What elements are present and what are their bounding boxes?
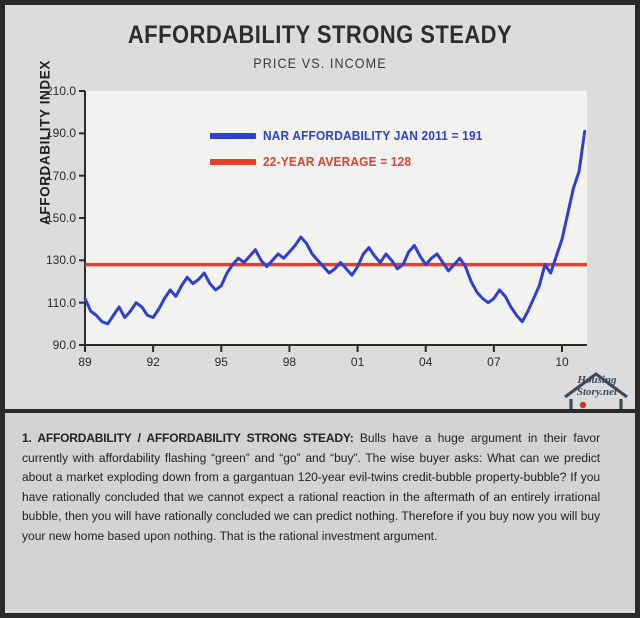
caption-body: Bulls have a huge argument in their favo… xyxy=(22,431,601,543)
affordability-line-chart xyxy=(79,90,587,352)
x-tick-label: 04 xyxy=(419,355,433,369)
x-tick-label: 89 xyxy=(78,355,92,369)
legend-item-series: NAR AFFORDABILITY JAN 2011 = 191 xyxy=(210,129,494,143)
legend-label-series: NAR AFFORDABILITY JAN 2011 = 191 xyxy=(263,129,483,143)
legend-label-average: 22-YEAR AVERAGE = 128 xyxy=(263,155,412,169)
plot-background xyxy=(85,91,587,345)
house-icon xyxy=(564,372,628,409)
caption-lead: 1. AFFORDABILITY / AFFORDABILITY STRONG … xyxy=(22,431,354,445)
chart-panel: AFFORDABILITY STRONG STEADY PRICE VS. IN… xyxy=(5,5,635,413)
caption-panel: 1. AFFORDABILITY / AFFORDABILITY STRONG … xyxy=(5,413,635,609)
affordability-series-line xyxy=(83,129,587,326)
legend-item-average: 22-YEAR AVERAGE = 128 xyxy=(210,155,419,169)
y-tick-label: 110.0 xyxy=(46,295,76,310)
logo-line-1: Housing xyxy=(577,374,617,386)
housingstory-logo[interactable]: Housing Story.net xyxy=(557,367,635,409)
legend-swatch-series xyxy=(210,133,256,139)
y-tick-label: 190.0 xyxy=(45,126,76,141)
chart-subtitle: PRICE VS. INCOME xyxy=(253,55,387,71)
x-tick-label: 01 xyxy=(350,355,365,369)
x-tick-label: 95 xyxy=(214,355,228,369)
caption-text: 1. AFFORDABILITY / AFFORDABILITY STRONG … xyxy=(22,429,600,547)
y-tick-label: 130.0 xyxy=(45,253,76,268)
x-tick-label: 10 xyxy=(555,355,569,369)
y-tick-label: 210.0 xyxy=(45,84,76,98)
y-tick-label: 150.0 xyxy=(45,211,76,225)
logo-text: Housing Story.net xyxy=(559,374,635,398)
chart-title: AFFORDABILITY STRONG STEADY xyxy=(127,21,513,49)
x-tick-label: 98 xyxy=(282,355,297,369)
logo-line-2: Story.net xyxy=(576,385,618,398)
legend-swatch-average xyxy=(210,159,256,165)
x-tick-label: 92 xyxy=(146,355,160,369)
x-tick-label: 07 xyxy=(487,355,501,369)
y-tick-label: 170.0 xyxy=(45,168,76,183)
y-tick-label: 90.0 xyxy=(52,338,76,352)
